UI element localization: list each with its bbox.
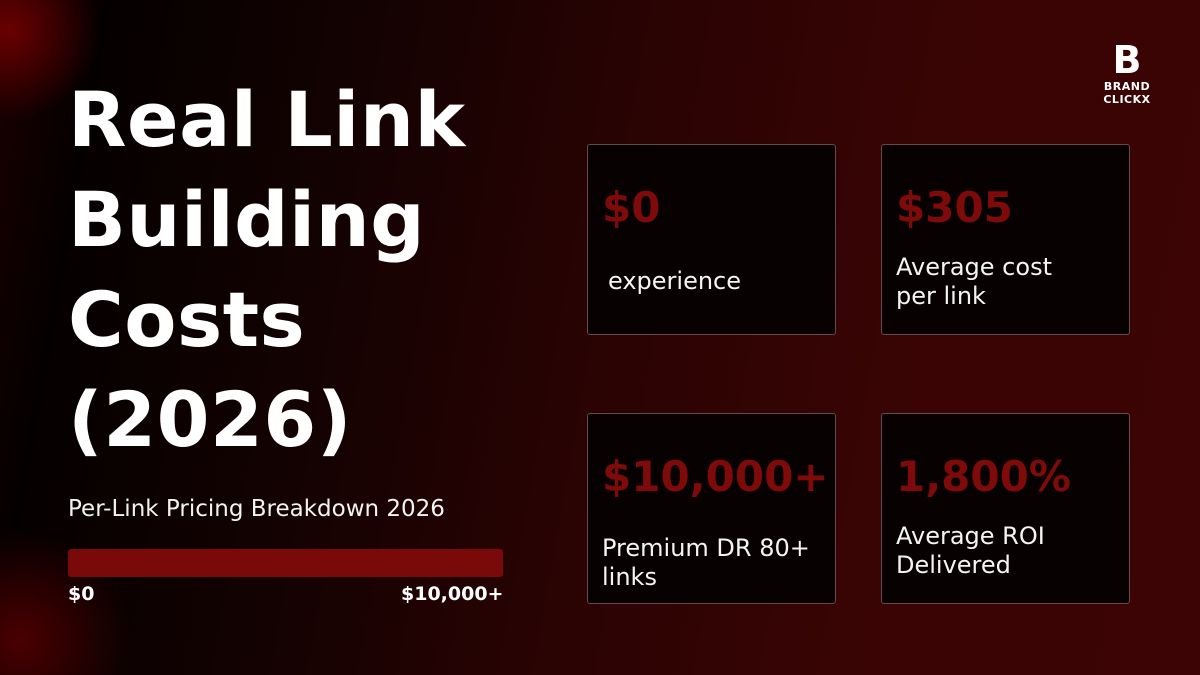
- title-line: Building: [68, 175, 426, 264]
- title-line: (2026): [68, 375, 352, 464]
- stat-label: Average cost per link: [896, 253, 1052, 310]
- subtitle: Per-Link Pricing Breakdown 2026: [68, 496, 445, 522]
- stat-label: Average ROI Delivered: [896, 522, 1045, 579]
- range-max-label: $10,000+: [401, 583, 504, 605]
- stat-card: $10,000+ Premium DR 80+ links: [587, 413, 836, 604]
- page-title: Real Link Building Costs (2026): [68, 70, 466, 470]
- stat-value: $0: [602, 183, 661, 232]
- logo-mark: B: [1112, 38, 1142, 82]
- title-line: Real Link: [68, 75, 466, 164]
- stat-card: 1,800% Average ROI Delivered: [881, 413, 1130, 604]
- stat-card: $0 experience: [587, 144, 836, 335]
- range-min-label: $0: [68, 583, 95, 605]
- stat-value: $10,000+: [602, 452, 829, 501]
- stat-label: Premium DR 80+ links: [602, 534, 810, 591]
- brand-logo: B BRAND CLICKX: [1082, 40, 1172, 106]
- pricing-range-bar: [68, 549, 503, 577]
- stat-value: $305: [896, 183, 1013, 232]
- stat-label: experience: [608, 267, 742, 295]
- logo-text: BRAND CLICKX: [1103, 80, 1151, 106]
- title-line: Costs: [68, 275, 306, 364]
- stat-value: 1,800%: [896, 452, 1071, 501]
- stat-card: $305 Average cost per link: [881, 144, 1130, 335]
